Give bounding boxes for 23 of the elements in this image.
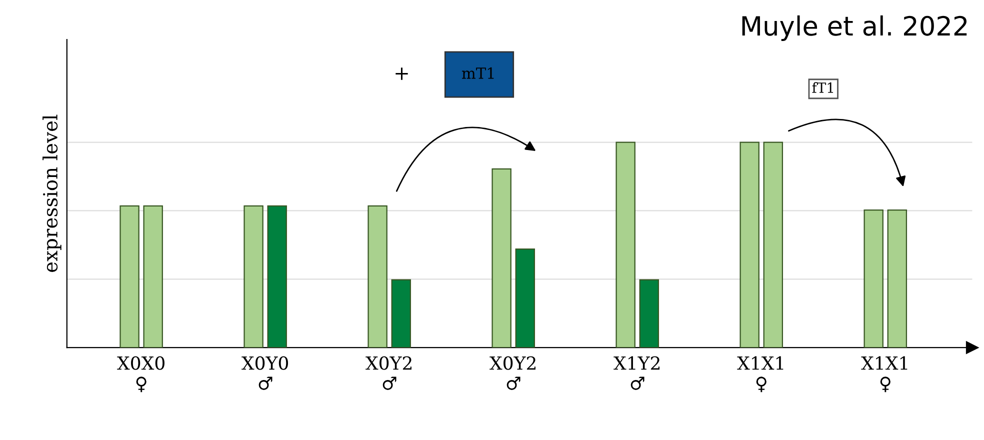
x-tick-label: X0X0 ♀ <box>117 356 164 392</box>
x-tick-label: X1X1 ♀ <box>737 356 784 392</box>
x-tick-label: X1X1 ♀ <box>861 356 908 392</box>
text: fT1 <box>812 82 834 93</box>
bar <box>492 168 512 348</box>
text: mT1 <box>462 67 494 79</box>
bar <box>391 279 411 348</box>
bar <box>515 248 535 348</box>
x-tick-label: X0Y0 ♂ <box>242 356 288 390</box>
bar <box>267 205 287 348</box>
bar <box>639 279 659 348</box>
bar <box>244 205 264 348</box>
x-tick-label: X1Y2 ♂ <box>614 356 660 390</box>
x-tick-label: X0Y2 ♂ <box>366 356 412 390</box>
bar <box>616 142 636 348</box>
bar <box>740 142 760 348</box>
bar <box>120 205 140 348</box>
bar <box>864 209 884 348</box>
y-axis-title: expression level <box>42 114 62 272</box>
text: Muyle et al. 2022 <box>742 15 967 41</box>
x-tick-label: X0Y2 ♂ <box>490 356 536 390</box>
bar <box>368 205 388 348</box>
text: + <box>396 68 408 80</box>
